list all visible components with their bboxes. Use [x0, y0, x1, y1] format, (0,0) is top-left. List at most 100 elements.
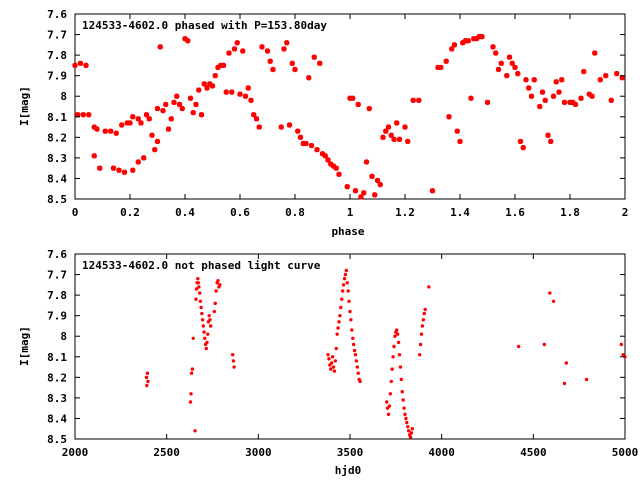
data-point [409, 431, 414, 435]
data-point [344, 268, 349, 273]
data-point [297, 134, 304, 140]
data-point [418, 342, 423, 347]
data-point [516, 344, 521, 349]
data-point [352, 348, 357, 353]
data-point [553, 79, 559, 85]
data-point [226, 50, 232, 56]
data-point [405, 138, 411, 145]
data-point [127, 120, 133, 126]
data-point [253, 116, 260, 122]
data-point [190, 110, 196, 116]
x-tick-label: 1 [347, 206, 354, 219]
data-point [597, 77, 603, 83]
data-point [174, 93, 180, 99]
data-point [278, 124, 284, 130]
y-tick-label: 8.5 [47, 193, 67, 206]
data-point [200, 318, 205, 322]
data-point [256, 124, 262, 130]
data-point [185, 38, 191, 44]
data-point [317, 60, 323, 66]
data-point [421, 318, 426, 322]
data-point [347, 299, 351, 303]
data-point [289, 60, 295, 66]
data-point [402, 124, 408, 130]
data-point [523, 77, 529, 83]
data-point [438, 64, 444, 71]
data-point [152, 147, 158, 153]
x-axis-label: phase [331, 225, 364, 238]
data-point [416, 97, 422, 103]
data-point [80, 112, 86, 118]
data-point [94, 126, 100, 132]
data-point [215, 64, 221, 71]
data-point [385, 124, 392, 130]
data-point [124, 120, 130, 126]
data-point [292, 66, 298, 73]
data-point [449, 46, 455, 52]
data-point [402, 406, 406, 410]
data-point [423, 307, 427, 312]
data-point [196, 276, 200, 281]
data-point [397, 353, 402, 357]
data-point [143, 112, 150, 118]
data-point [72, 62, 78, 69]
data-point [515, 70, 521, 77]
x-axis-label: hjd0 [335, 464, 362, 477]
data-point [344, 184, 350, 190]
data-point [135, 116, 141, 122]
data-point [394, 120, 400, 126]
x-tick-label: 2000 [62, 446, 89, 459]
y-axis-label: I[mag] [18, 86, 31, 126]
data-point [91, 153, 97, 159]
data-point [334, 346, 338, 351]
data-point [443, 58, 449, 64]
data-point [592, 50, 598, 56]
data-point [390, 367, 394, 371]
data-point [216, 279, 220, 283]
data-point [578, 95, 584, 101]
data-point [231, 46, 238, 52]
data-point [446, 114, 452, 120]
data-point [331, 365, 336, 369]
data-point [199, 305, 203, 310]
data-point [232, 365, 236, 369]
data-point [264, 48, 271, 54]
data-point [230, 353, 235, 357]
y-tick-label: 8.3 [47, 152, 67, 165]
data-point [405, 420, 409, 425]
data-point [403, 412, 407, 417]
x-tick-label: 0 [72, 206, 79, 219]
x-tick-label: 1.6 [505, 206, 525, 219]
data-point [341, 283, 346, 287]
data-point [346, 289, 350, 293]
y-tick-label: 8.5 [47, 433, 67, 446]
data-point [267, 58, 273, 64]
data-point [614, 70, 620, 77]
data-point [336, 326, 340, 330]
data-point [550, 93, 557, 99]
y-tick-label: 8 [60, 90, 67, 103]
data-point [366, 105, 372, 112]
data-point [190, 367, 195, 371]
data-point [202, 330, 206, 334]
data-point [476, 33, 482, 40]
data-point [168, 116, 174, 122]
data-point [86, 112, 92, 118]
y-tick-label: 8.2 [47, 131, 67, 144]
y-tick-label: 7.9 [47, 70, 67, 83]
data-point [393, 334, 397, 338]
data-point [207, 313, 211, 318]
data-point [245, 85, 251, 91]
data-point [201, 324, 206, 328]
data-point [146, 379, 150, 384]
data-point [203, 336, 207, 340]
data-point [490, 44, 496, 50]
data-point [308, 142, 315, 149]
data-point [329, 367, 333, 371]
data-point [462, 38, 469, 44]
data-point [144, 375, 149, 380]
x-tick-label: 3500 [337, 446, 364, 459]
data-point [567, 99, 573, 106]
data-point [556, 89, 562, 95]
